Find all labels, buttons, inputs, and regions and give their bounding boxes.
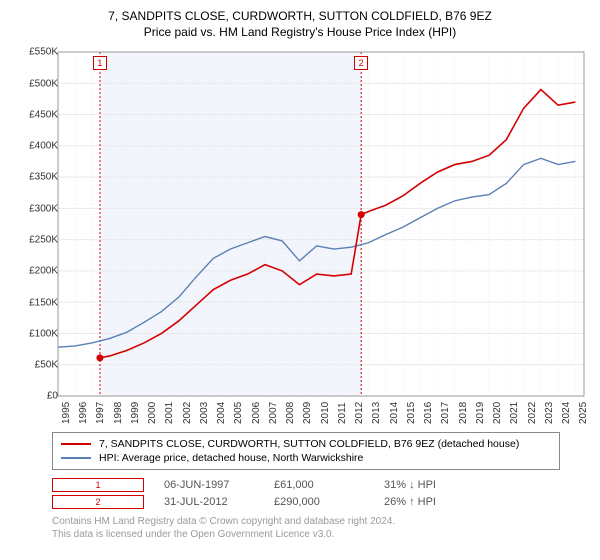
x-axis-label: 2005 [233, 402, 244, 424]
x-axis-label: 2019 [475, 402, 486, 424]
x-axis-label: 2015 [406, 402, 417, 424]
chart-svg [10, 46, 590, 426]
y-axis-label: £100K [14, 328, 58, 339]
sale-hpi-delta: 26% ↑ HPI [384, 496, 474, 508]
x-axis-label: 2023 [544, 402, 555, 424]
sale-marker-box: 2 [354, 56, 368, 70]
sale-row: 2 31-JUL-2012 £290,000 26% ↑ HPI [52, 495, 590, 509]
title-line2: Price paid vs. HM Land Registry's House … [10, 24, 590, 40]
x-axis-label: 2003 [199, 402, 210, 424]
y-axis-label: £550K [14, 47, 58, 58]
sale-date: 31-JUL-2012 [164, 496, 254, 508]
y-axis-label: £250K [14, 235, 58, 246]
sale-date: 06-JUN-1997 [164, 479, 254, 491]
x-axis-label: 2009 [302, 402, 313, 424]
chart-title: 7, SANDPITS CLOSE, CURDWORTH, SUTTON COL… [10, 8, 590, 40]
legend: 7, SANDPITS CLOSE, CURDWORTH, SUTTON COL… [52, 432, 560, 470]
sale-marker-box: 1 [93, 56, 107, 70]
x-axis-label: 2014 [389, 402, 400, 424]
sale-marker-icon: 2 [52, 495, 144, 509]
y-axis-label: £350K [14, 172, 58, 183]
y-axis-label: £150K [14, 297, 58, 308]
x-axis-label: 2008 [285, 402, 296, 424]
x-axis-label: 2022 [527, 402, 538, 424]
y-axis-label: £300K [14, 203, 58, 214]
x-axis-label: 1999 [130, 402, 141, 424]
x-axis-label: 2025 [578, 402, 589, 424]
x-axis-label: 2013 [371, 402, 382, 424]
sale-price: £61,000 [274, 479, 364, 491]
legend-label: 7, SANDPITS CLOSE, CURDWORTH, SUTTON COL… [99, 438, 519, 450]
x-axis-label: 1998 [113, 402, 124, 424]
x-axis-label: 2018 [458, 402, 469, 424]
x-axis-label: 2007 [268, 402, 279, 424]
y-axis-label: £0 [14, 391, 58, 402]
sale-row: 1 06-JUN-1997 £61,000 31% ↓ HPI [52, 478, 590, 492]
x-axis-label: 2002 [182, 402, 193, 424]
x-axis-label: 1995 [61, 402, 72, 424]
y-axis-label: £50K [14, 360, 58, 371]
attribution: Contains HM Land Registry data © Crown c… [52, 515, 590, 541]
x-axis-label: 2004 [216, 402, 227, 424]
sale-price: £290,000 [274, 496, 364, 508]
attribution-line: This data is licensed under the Open Gov… [52, 528, 590, 541]
x-axis-label: 2011 [337, 403, 348, 425]
sale-hpi-delta: 31% ↓ HPI [384, 479, 474, 491]
x-axis-label: 1997 [95, 402, 106, 424]
attribution-line: Contains HM Land Registry data © Crown c… [52, 515, 590, 528]
y-axis-label: £200K [14, 266, 58, 277]
legend-swatch [61, 443, 91, 445]
legend-item: 7, SANDPITS CLOSE, CURDWORTH, SUTTON COL… [61, 437, 551, 451]
y-axis-label: £400K [14, 141, 58, 152]
x-axis-label: 2012 [354, 402, 365, 424]
x-axis-label: 2021 [509, 402, 520, 424]
x-axis-label: 2000 [147, 402, 158, 424]
legend-label: HPI: Average price, detached house, Nort… [99, 452, 363, 464]
x-axis-label: 2017 [440, 402, 451, 424]
x-axis-label: 2020 [492, 402, 503, 424]
x-axis-label: 2016 [423, 402, 434, 424]
sale-marker-icon: 1 [52, 478, 144, 492]
y-axis-label: £450K [14, 109, 58, 120]
x-axis-label: 1996 [78, 402, 89, 424]
legend-item: HPI: Average price, detached house, Nort… [61, 451, 551, 465]
title-line1: 7, SANDPITS CLOSE, CURDWORTH, SUTTON COL… [10, 8, 590, 24]
chart: £0 £50K £100K £150K £200K £250K £300K £350K £400… [10, 46, 590, 426]
x-axis-label: 2010 [320, 402, 331, 424]
legend-swatch [61, 457, 91, 459]
sales-table: 1 06-JUN-1997 £61,000 31% ↓ HPI 2 31-JUL… [52, 478, 590, 509]
x-axis-label: 2006 [251, 402, 262, 424]
x-axis-label: 2001 [164, 402, 175, 424]
y-axis-label: £500K [14, 78, 58, 89]
x-axis-label: 2024 [561, 402, 572, 424]
